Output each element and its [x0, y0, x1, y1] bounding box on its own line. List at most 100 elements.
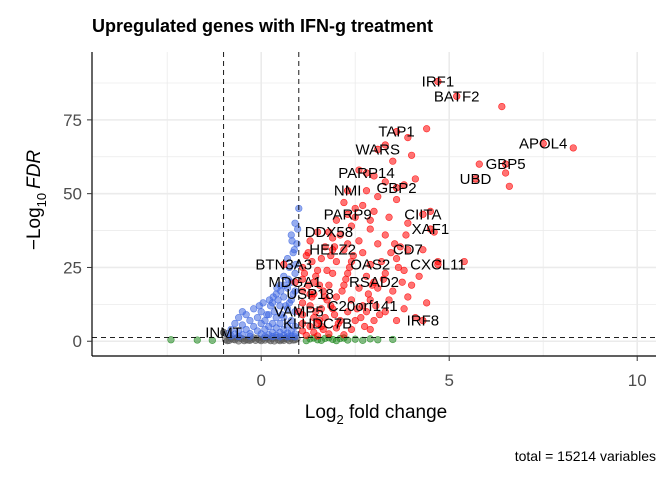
gene-label: CIITA: [404, 206, 441, 223]
point-significant: [389, 157, 397, 165]
point-significant: [400, 181, 408, 189]
point-significant: [323, 296, 331, 304]
point-fdr-only: [291, 219, 299, 227]
gene-label: IRF8: [407, 313, 440, 330]
point-significant: [505, 182, 513, 190]
point-significant: [381, 141, 389, 149]
point-significant: [387, 249, 395, 257]
point-significant: [569, 144, 577, 152]
point-fdr-only: [287, 231, 295, 239]
point-labeled-gene: [325, 228, 333, 236]
gene-label: PARP9: [324, 206, 372, 223]
point-fdr-only: [270, 308, 278, 316]
point-significant: [385, 213, 393, 221]
point-significant: [379, 275, 388, 283]
x-tick-label: 10: [628, 371, 647, 390]
point-fdr-only: [294, 225, 302, 233]
point-significant: [353, 305, 361, 313]
point-fdr-only: [278, 311, 286, 319]
point-labeled-gene: [392, 184, 401, 192]
point-significant: [323, 266, 331, 275]
point-significant: [364, 290, 372, 298]
point-significant: [359, 201, 367, 210]
point-significant: [332, 257, 341, 266]
point-significant: [345, 263, 354, 272]
point-fdr-only: [273, 284, 281, 292]
point-significant: [392, 255, 401, 263]
point-significant: [366, 225, 374, 233]
point-significant: [351, 213, 359, 221]
point-significant: [342, 275, 350, 283]
points-significant: [298, 103, 577, 340]
point-significant: [370, 316, 378, 325]
cutoff-lines: [92, 52, 656, 356]
point-significant: [351, 204, 359, 213]
point-significant: [404, 133, 412, 142]
point-labeled-gene: [359, 302, 367, 310]
point-significant: [392, 195, 401, 204]
point-fdr-only: [288, 237, 296, 245]
point-significant: [308, 257, 316, 266]
point-fdr-only: [263, 311, 271, 319]
point-fdr-only: [255, 302, 263, 310]
point-fdr-only: [280, 293, 288, 301]
point-fdr-only: [292, 260, 300, 269]
point-log2fc-only: [167, 336, 175, 344]
gene-label: KLHDC7B: [283, 316, 352, 333]
gene-label: BATF2: [434, 88, 480, 105]
point-fdr-only: [289, 290, 297, 298]
point-significant: [347, 222, 356, 230]
gene-label: XAF1: [412, 221, 450, 238]
point-significant: [298, 319, 307, 328]
point-fdr-only: [290, 246, 298, 254]
point-labeled-gene: [502, 160, 510, 168]
point-significant: [366, 325, 374, 334]
point-significant: [332, 216, 341, 224]
point-fdr-only: [235, 314, 243, 322]
point-significant: [381, 308, 389, 316]
point-labeled-gene: [374, 145, 382, 153]
point-significant: [362, 187, 371, 195]
point-significant: [355, 237, 363, 245]
point-fdr-only: [268, 332, 277, 341]
point-labeled-gene: [419, 316, 427, 325]
point-fdr-only: [265, 296, 274, 304]
point-significant: [423, 125, 431, 133]
point-fdr-only: [285, 299, 294, 307]
x-axis-title-rest: fold change: [344, 402, 448, 423]
point-labeled-gene: [471, 175, 480, 183]
point-significant: [411, 314, 419, 322]
point-labeled-gene: [419, 210, 427, 218]
point-significant: [398, 278, 406, 286]
point-labeled-gene: [539, 139, 547, 148]
point-significant: [304, 281, 312, 289]
point-significant: [362, 308, 371, 316]
point-not-significant: [251, 336, 260, 344]
gene-label: NMI: [334, 183, 362, 200]
point-labeled-gene: [453, 92, 461, 100]
point-significant: [475, 160, 483, 168]
point-significant: [370, 207, 378, 215]
point-fdr-only: [253, 314, 262, 322]
point-labeled-gene: [426, 225, 435, 233]
point-fdr-only: [291, 333, 299, 341]
point-significant: [381, 178, 389, 186]
point-significant: [402, 231, 410, 239]
point-significant: [362, 272, 371, 280]
gene-label: GBP5: [486, 156, 526, 173]
point-significant: [321, 314, 329, 322]
x-tick-label: 0: [256, 371, 265, 390]
point-log2fc-only: [351, 335, 359, 343]
point-fdr-only: [280, 281, 289, 289]
point-fdr-only: [231, 319, 239, 328]
point-significant: [340, 281, 348, 289]
x-axis-title-main: Log: [305, 402, 337, 423]
point-significant: [423, 299, 431, 307]
point-fdr-only: [242, 311, 250, 319]
point-significant: [381, 231, 389, 239]
point-significant: [304, 249, 312, 257]
point-significant: [312, 272, 320, 280]
point-significant: [359, 249, 367, 257]
point-labeled-gene: [344, 210, 352, 218]
